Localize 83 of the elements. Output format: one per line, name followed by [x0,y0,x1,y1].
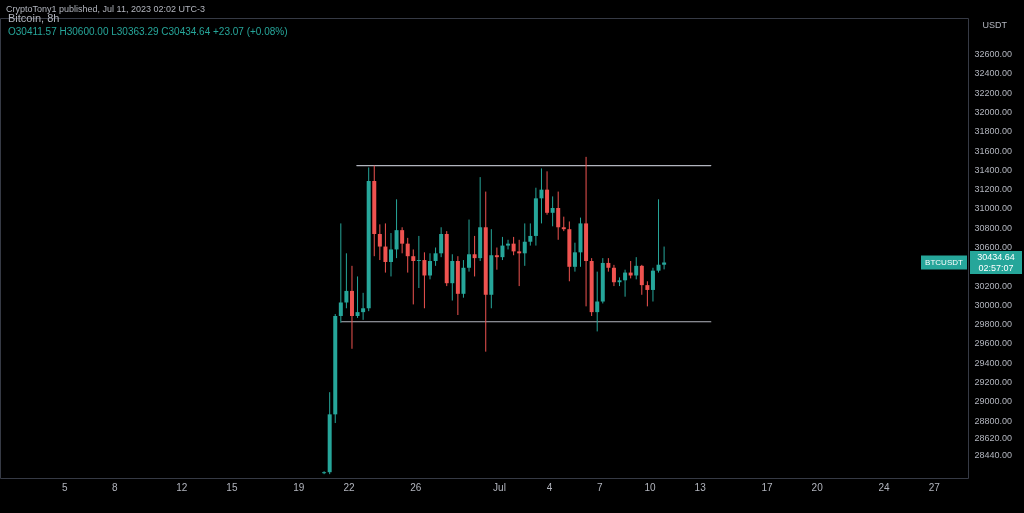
annotation: BTCUSDT [925,257,963,267]
x-tick-label: 17 [761,481,774,493]
candlestick [656,198,661,274]
y-tick-label: 32000.00 [974,107,1013,118]
y-tick-label: 29800.00 [974,319,1013,330]
y-tick-label: 30600.00 [974,242,1013,253]
x-tick-label: 4 [546,481,553,493]
x-tick-label: 19 [293,481,305,493]
candlestick [550,195,555,227]
candlestick [511,236,516,256]
x-tick-label: 26 [410,481,422,493]
text: 02:57:07 [978,263,1014,273]
candlestick [344,252,349,309]
text: CryptoTony1 published, Jul 11, 2023 02:02 UTC-3 [6,4,205,14]
x-tick-label: 10 [644,481,656,493]
candlestick [645,280,650,307]
x-tick-label: 8 [112,481,119,493]
candlestick [650,267,655,303]
candlestick [355,275,360,319]
candlestick [422,251,427,309]
candlestick [416,235,421,289]
x-tick-label: 24 [878,481,891,493]
candlestick [634,256,639,280]
candlestick [545,170,550,216]
candlestick [405,237,410,274]
candlestick [611,264,616,287]
x-tick-label: 15 [226,481,238,493]
candlestick [450,253,455,302]
x-tick-label: 27 [928,481,941,493]
y-tick-label: 31400.00 [974,164,1013,175]
y-tick-label: 29000.00 [974,396,1013,407]
x-tick-label: Jul [493,481,506,493]
candlestick [494,247,499,271]
y-tick-label: 29200.00 [974,377,1013,388]
candlestick [528,222,533,247]
candlestick [388,232,393,277]
candlestick [500,236,505,261]
candlestick [411,248,416,305]
candlestick [439,226,444,258]
y-tick-label: 31200.00 [974,184,1013,195]
x-tick-label: 13 [694,481,707,493]
candlestick [377,223,382,261]
candlestick [595,271,600,332]
y-tick-label: 28440.00 [974,450,1013,461]
y-tick-label: 31800.00 [974,126,1013,137]
y-tick-label: 30200.00 [974,280,1013,291]
candlestick [394,198,399,259]
candlestick [639,264,644,296]
candlestick [522,222,527,267]
x-tick-label: 22 [343,481,355,493]
candlestick [472,235,477,277]
y-tick-label: 32400.00 [974,68,1013,79]
candlestick [623,269,628,298]
candlestick [433,247,438,267]
candlestick [572,242,577,273]
x-tick-label: 5 [61,481,68,493]
text: O30411.57 H30600.00 L30363.29 C30434.64 +23.07 (+0.08%) [8,26,288,37]
y-tick-label: 29400.00 [974,357,1013,368]
y-axis-title: USDT [982,19,1008,30]
candlestick [322,470,327,475]
y-tick-label: 28620.00 [974,433,1013,443]
y-tick-label: 31000.00 [974,203,1013,214]
y-tick-label: 28800.00 [974,415,1013,426]
candlestick [428,252,432,280]
y-tick-label: 31600.00 [974,145,1013,156]
candlestick [338,222,343,324]
x-tick-label: 20 [811,481,824,493]
y-tick-label: 29600.00 [974,338,1013,349]
y-tick-label: 32200.00 [974,87,1013,98]
x-tick-label: 7 [597,481,604,493]
candlestick [517,239,522,287]
candlestick [467,219,472,273]
candlestick [361,292,366,321]
candlestick [556,191,561,241]
text: 30434.64 [977,252,1015,262]
y-tick-label: 30000.00 [974,299,1013,310]
candlestick [400,226,405,254]
y-tick-label: 32600.00 [974,49,1013,60]
candlestick [383,222,388,274]
candlestick [539,167,544,224]
y-tick-label: 30800.00 [974,222,1013,233]
candlestick [506,239,511,250]
x-tick-label: 12 [176,481,188,493]
